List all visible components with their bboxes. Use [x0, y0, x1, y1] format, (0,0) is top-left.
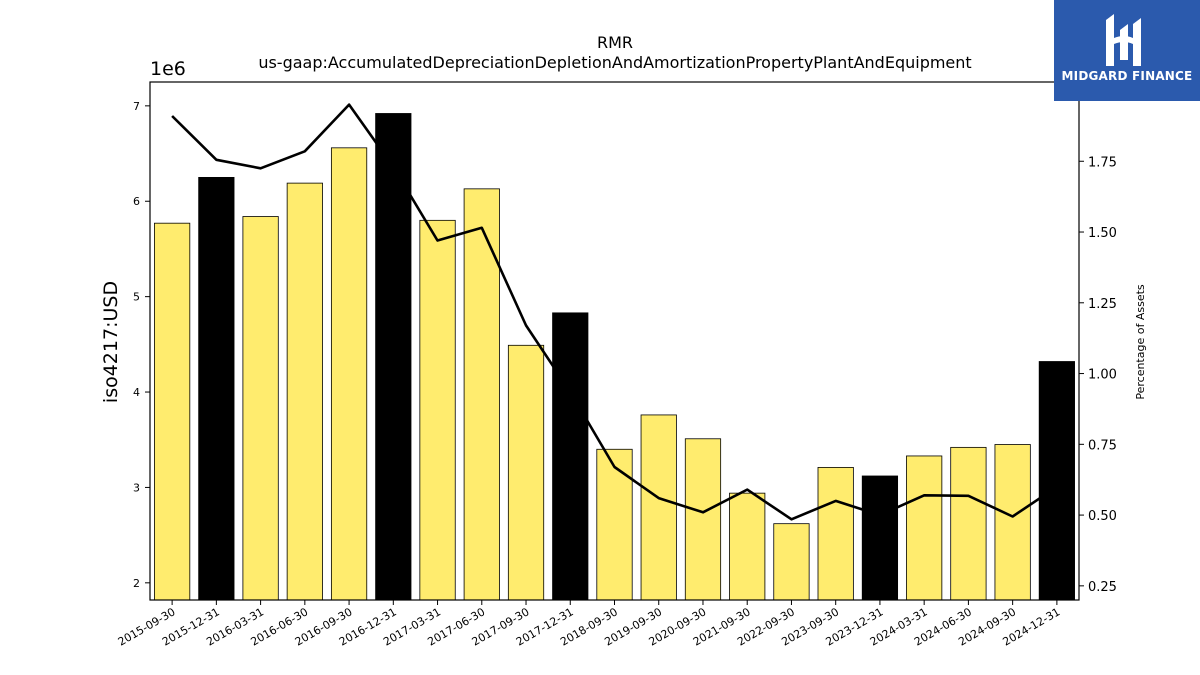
y2-axis-label: Percentage of Assets [1134, 284, 1147, 400]
bar [950, 446, 987, 601]
bar [1038, 361, 1075, 601]
bar [861, 475, 899, 601]
logo-text: MIDGARD FINANCE [1061, 69, 1193, 83]
y-tick-label: 2 [133, 577, 140, 590]
bar [906, 455, 943, 601]
y2-tick-label: 0.50 [1088, 509, 1117, 524]
left-y-axis: 2 3 4 5 6 7 [133, 100, 150, 590]
bar [463, 188, 500, 601]
y2-tick-label: 0.75 [1088, 438, 1117, 453]
x-axis: 2015-09-302015-12-312016-03-312016-06-30… [116, 600, 1062, 649]
bar [375, 113, 412, 601]
chart-subtitle: us-gaap:AccumulatedDepreciationDepletion… [258, 53, 971, 72]
y-tick-label: 3 [133, 481, 140, 494]
y-axis-label: iso4217:USD [100, 281, 122, 403]
chart-title: RMR [597, 33, 633, 52]
bar [419, 219, 456, 601]
percentage-line-layer [171, 103, 1058, 521]
y-tick-label: 6 [133, 195, 140, 208]
right-y-axis: 0.25 0.50 0.75 1.00 1.25 1.50 1.75 [1079, 155, 1117, 595]
bar [729, 492, 766, 601]
y-offset-label: 1e6 [150, 58, 186, 80]
bar [773, 523, 810, 601]
bars [154, 113, 1075, 601]
y-tick-label: 7 [133, 100, 140, 113]
y2-tick-label: 1.50 [1088, 226, 1117, 241]
midgard-logo-icon [1106, 14, 1141, 66]
bar [286, 182, 323, 601]
bar [640, 414, 677, 601]
bar [596, 448, 633, 601]
y-tick-label: 5 [133, 291, 140, 304]
y2-tick-label: 1.25 [1088, 297, 1117, 312]
bar [507, 344, 545, 601]
y-tick-label: 4 [133, 386, 140, 399]
bar [684, 438, 722, 601]
bar [154, 222, 191, 601]
y2-tick-label: 1.00 [1088, 368, 1117, 383]
bar [242, 216, 279, 601]
bar [994, 444, 1031, 601]
bar [552, 312, 589, 601]
percentage-series-line [171, 103, 1058, 521]
y2-tick-label: 0.25 [1088, 580, 1117, 595]
bar [198, 176, 235, 601]
bar [817, 466, 854, 601]
y2-tick-label: 1.75 [1088, 155, 1117, 170]
bar [330, 147, 368, 601]
midgard-finance-logo: MIDGARD FINANCE [1054, 0, 1200, 101]
